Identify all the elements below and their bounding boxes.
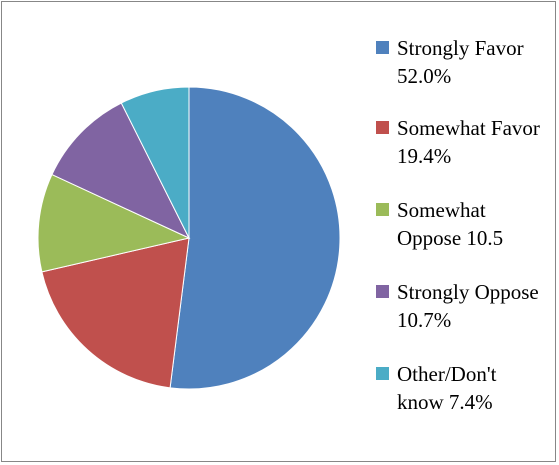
pie-slice-strongly-oppose bbox=[51, 102, 191, 240]
pie-slice-strongly-favor bbox=[169, 86, 341, 390]
legend-label: Somewhat Oppose 10.5 bbox=[397, 198, 504, 250]
pie-slice-other-dont-know bbox=[120, 86, 190, 239]
legend-label: Somewhat Favor 19.4% bbox=[397, 116, 540, 168]
legend-label: Other/Don't know 7.4% bbox=[397, 362, 497, 414]
pie-slice-somewhat-oppose bbox=[37, 173, 191, 273]
legend-swatch bbox=[376, 121, 389, 134]
pie-slice-somewhat-favor bbox=[41, 237, 190, 389]
legend-swatch bbox=[376, 203, 389, 216]
legend-swatch bbox=[376, 41, 389, 54]
legend-label: Strongly Oppose 10.7% bbox=[397, 280, 539, 332]
legend-swatch bbox=[376, 367, 389, 380]
legend-swatch bbox=[376, 285, 389, 298]
legend-label: Strongly Favor 52.0% bbox=[397, 36, 524, 88]
